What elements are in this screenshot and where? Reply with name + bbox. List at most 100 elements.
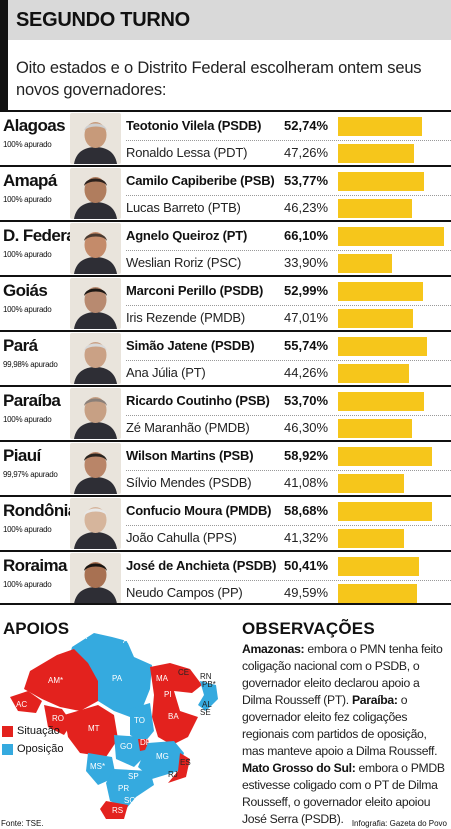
map-state-label: CE: [178, 668, 189, 677]
map-north-oposicao: [64, 633, 152, 717]
state-row: D. Federal 100% apurado Agnelo Queiroz (…: [0, 220, 451, 275]
footer-section: APOIOS RR AP AM* PA MA CE RN PB* PE AL SE PI AC RO TO B…: [0, 603, 451, 829]
candidate-percent: 58,92%: [284, 448, 329, 463]
candidate-percent: 41,32%: [284, 530, 329, 545]
map-ne-oposicao: [198, 681, 218, 711]
candidate-row: Weslian Roriz (PSC) 33,90%: [126, 250, 451, 274]
candidate-name: Zé Maranhão (PMDB): [126, 420, 250, 435]
map-state-label: MG: [156, 752, 169, 761]
vote-bar: [338, 419, 412, 438]
candidate-photo: [70, 553, 121, 604]
observacao-text: embora o PMN tenha feito coligação nacio…: [242, 642, 443, 707]
map-state-label: DF: [140, 738, 151, 747]
candidate-row: Sílvio Mendes (PSDB) 41,08%: [126, 470, 451, 494]
legend-oposicao: Oposição: [2, 742, 63, 760]
candidate-row: Iris Rezende (PMDB) 47,01%: [126, 305, 451, 329]
legend-oposicao-label: Oposição: [17, 743, 64, 755]
state-row: Rondônia 100% apurado Confucio Moura (PM…: [0, 495, 451, 550]
vote-bar: [338, 392, 424, 411]
state-row: Roraima 100% apurado José de Anchieta (P…: [0, 550, 451, 605]
observacao-text: o governador eleito fez coligações regio…: [242, 693, 438, 758]
state-name: Alagoas: [3, 116, 66, 135]
state-name: Amapá: [3, 171, 57, 190]
candidate-percent: 55,74%: [284, 338, 329, 353]
map-state-label: BA: [168, 712, 179, 721]
candidate-percent: 53,70%: [284, 393, 329, 408]
state-row: Pará 99,98% apurado Simão Jatene (PSDB) …: [0, 330, 451, 385]
map-state-label: SE: [200, 708, 211, 717]
map-rs: [100, 801, 128, 819]
candidate-percent: 49,59%: [284, 585, 329, 600]
candidate-name: Lucas Barreto (PTB): [126, 200, 241, 215]
legend-oposicao-swatch: [2, 744, 13, 755]
map-state-label: AM*: [48, 676, 63, 685]
map-state-label: AP: [123, 636, 134, 645]
candidate-name: Agnelo Queiroz (PT): [126, 228, 248, 243]
candidate-name: João Cahulla (PPS): [126, 530, 237, 545]
candidate-row: Marconi Perillo (PSDB) 52,99%: [126, 279, 451, 303]
candidate-row: Confucio Moura (PMDB) 58,68%: [126, 499, 451, 523]
observacao-label: Amazonas:: [242, 642, 305, 656]
map-es-rj: [168, 753, 190, 783]
vote-bar: [338, 557, 419, 576]
candidate-row: Camilo Capiberibe (PSB) 53,77%: [126, 169, 451, 193]
state-apurado: 100% apurado: [3, 250, 52, 259]
states-table: Alagoas 100% apurado Teotonio Vilela (PS…: [0, 110, 451, 605]
candidate-percent: 41,08%: [284, 475, 329, 490]
candidate-percent: 66,10%: [284, 228, 329, 243]
vote-bar: [338, 282, 423, 301]
vote-bar: [338, 364, 409, 383]
header-bar: SEGUNDO TURNO: [0, 0, 451, 40]
page-title: SEGUNDO TURNO: [16, 9, 190, 31]
candidate-photo: [70, 333, 121, 384]
state-apurado: 100% apurado: [3, 580, 52, 589]
map-state-label: MA: [156, 674, 169, 683]
vote-bar: [338, 117, 422, 136]
observacao-label: Paraíba:: [351, 693, 398, 707]
state-name: Paraíba: [3, 391, 61, 410]
state-name: Rondônia: [3, 501, 77, 520]
vote-bar: [338, 502, 432, 521]
state-apurado: 100% apurado: [3, 195, 52, 204]
vote-bar: [338, 584, 417, 603]
state-apurado: 100% apurado: [3, 140, 52, 149]
map-state-label: RN: [200, 672, 212, 681]
state-apurado: 99,98% apurado: [3, 360, 58, 369]
candidate-name: Wilson Martins (PSB): [126, 448, 254, 463]
candidate-photo: [70, 168, 121, 219]
candidate-percent: 52,74%: [284, 118, 329, 133]
map-state-label: RJ: [168, 770, 178, 779]
candidate-name: Ronaldo Lessa (PDT): [126, 145, 248, 160]
apoios-title: APOIOS: [3, 619, 70, 638]
accent-bar: [0, 40, 8, 110]
map-state-label: MS*: [90, 762, 105, 771]
map-to: [130, 703, 154, 743]
candidate-name: Ricardo Coutinho (PSB): [126, 393, 270, 408]
candidate-photo: [70, 223, 121, 274]
map-ms: [86, 753, 116, 785]
candidate-photo: [70, 498, 121, 549]
map-state-label: PI: [164, 690, 172, 699]
legend-situacao: Situação: [2, 724, 63, 742]
map-state-label: PE: [182, 694, 193, 703]
state-row: Alagoas 100% apurado Teotonio Vilela (PS…: [0, 110, 451, 165]
candidate-percent: 44,26%: [284, 365, 329, 380]
map-state-label: SC: [124, 796, 135, 805]
observacao-label: Mato Grosso do Sul:: [242, 761, 356, 775]
map-legend: Situação Oposição: [2, 724, 63, 760]
candidate-percent: 33,90%: [284, 255, 329, 270]
candidate-row: Ricardo Coutinho (PSB) 53,70%: [126, 389, 451, 413]
map-state-label: RR: [76, 632, 88, 641]
candidate-row: Simão Jatene (PSDB) 55,74%: [126, 334, 451, 358]
map-south-oposicao: [106, 769, 154, 809]
map-mt: [64, 705, 118, 757]
candidate-name: Weslian Roriz (PSC): [126, 255, 242, 270]
candidate-photo: [70, 388, 121, 439]
candidate-name: Simão Jatene (PSDB): [126, 338, 255, 353]
vote-bar: [338, 144, 414, 163]
candidate-row: Agnelo Queiroz (PT) 66,10%: [126, 224, 451, 248]
map-ro: [44, 705, 72, 735]
state-row: Goiás 100% apurado Marconi Perillo (PSDB…: [0, 275, 451, 330]
candidate-row: Ronaldo Lessa (PDT) 47,26%: [126, 140, 451, 164]
state-row: Paraíba 100% apurado Ricardo Coutinho (P…: [0, 385, 451, 440]
